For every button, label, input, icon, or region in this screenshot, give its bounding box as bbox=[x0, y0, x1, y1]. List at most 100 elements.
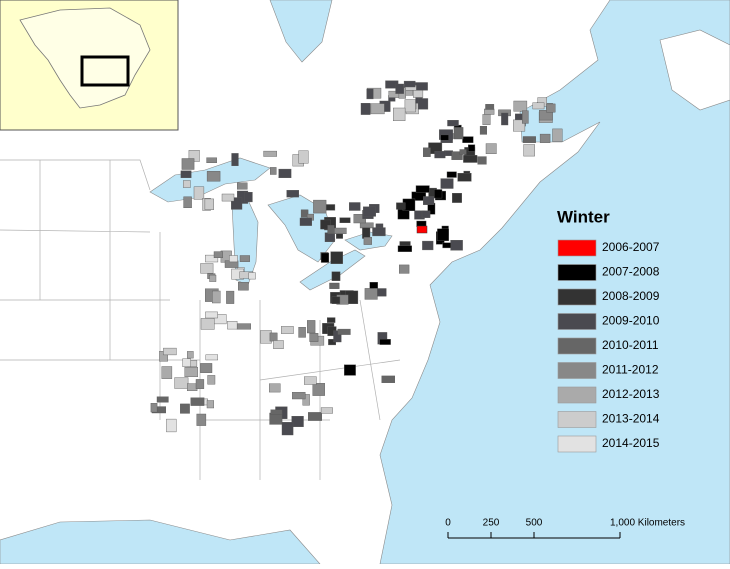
county bbox=[231, 197, 243, 210]
county bbox=[320, 252, 330, 263]
county bbox=[231, 153, 239, 166]
county bbox=[337, 328, 351, 335]
county bbox=[320, 407, 333, 414]
county bbox=[364, 288, 378, 300]
county bbox=[416, 225, 428, 234]
county bbox=[330, 251, 343, 264]
legend-label: 2012-2013 bbox=[602, 387, 660, 401]
county bbox=[161, 366, 173, 379]
lake-erie bbox=[299, 249, 366, 291]
county bbox=[186, 383, 198, 392]
county bbox=[446, 171, 457, 178]
county bbox=[244, 191, 253, 203]
counties bbox=[150, 80, 563, 436]
scale-label: 250 bbox=[483, 518, 500, 529]
county bbox=[327, 224, 335, 234]
legend: 2006-2007 2007-2008 2008-2009 2009-2010 2010… bbox=[557, 239, 660, 453]
legend-title: Winter bbox=[557, 207, 610, 226]
county bbox=[269, 332, 278, 342]
county bbox=[327, 317, 336, 323]
inset bbox=[0, 0, 179, 131]
county bbox=[442, 242, 451, 249]
county bbox=[457, 172, 472, 182]
county bbox=[200, 363, 213, 373]
county bbox=[205, 254, 219, 263]
county bbox=[182, 358, 191, 367]
county bbox=[513, 119, 526, 132]
county bbox=[440, 134, 449, 141]
county bbox=[552, 128, 563, 142]
county bbox=[324, 232, 335, 242]
county bbox=[359, 222, 374, 229]
county bbox=[423, 147, 431, 157]
county bbox=[434, 151, 446, 159]
county bbox=[227, 321, 238, 330]
county bbox=[331, 296, 341, 304]
county bbox=[513, 100, 528, 112]
county bbox=[422, 240, 434, 251]
county bbox=[501, 112, 509, 126]
county bbox=[200, 263, 214, 274]
county bbox=[248, 272, 256, 280]
county bbox=[395, 83, 404, 94]
county bbox=[226, 290, 235, 304]
county bbox=[417, 98, 429, 110]
legend-swatch bbox=[557, 411, 597, 428]
county bbox=[381, 375, 396, 383]
county bbox=[463, 155, 478, 163]
county bbox=[360, 102, 371, 115]
county bbox=[415, 185, 430, 193]
county bbox=[485, 143, 497, 155]
county bbox=[183, 180, 191, 188]
county bbox=[366, 88, 374, 100]
county bbox=[166, 418, 177, 433]
legend-swatch bbox=[557, 288, 597, 306]
legend-swatch bbox=[557, 337, 597, 355]
newfoundland bbox=[659, 29, 730, 111]
county bbox=[207, 375, 216, 385]
county bbox=[273, 340, 284, 350]
gulf-of-mexico bbox=[0, 519, 321, 565]
county bbox=[437, 228, 449, 242]
county bbox=[278, 168, 292, 179]
county bbox=[349, 202, 361, 211]
county bbox=[326, 204, 336, 211]
county bbox=[183, 196, 192, 209]
county bbox=[313, 199, 327, 214]
county bbox=[236, 182, 248, 190]
county bbox=[393, 107, 406, 122]
legend-swatch bbox=[557, 362, 597, 379]
county bbox=[421, 210, 431, 218]
county bbox=[221, 193, 235, 202]
county bbox=[206, 400, 215, 409]
county bbox=[181, 158, 195, 170]
county bbox=[193, 186, 205, 200]
legend-label: 2009-2010 bbox=[602, 314, 660, 328]
county bbox=[333, 330, 342, 343]
county bbox=[298, 327, 306, 338]
county bbox=[292, 392, 306, 400]
county bbox=[206, 171, 221, 182]
county bbox=[415, 82, 428, 91]
county bbox=[184, 367, 198, 378]
county bbox=[363, 206, 376, 217]
county bbox=[206, 157, 217, 163]
county bbox=[281, 422, 294, 436]
county bbox=[453, 127, 464, 140]
county bbox=[434, 189, 443, 199]
county bbox=[270, 409, 283, 415]
county bbox=[482, 114, 491, 125]
county bbox=[209, 274, 217, 282]
county bbox=[239, 255, 250, 262]
county bbox=[309, 333, 319, 342]
legend-swatch bbox=[557, 313, 597, 330]
county bbox=[362, 227, 371, 239]
county bbox=[163, 347, 177, 356]
county bbox=[213, 251, 223, 259]
county bbox=[180, 170, 192, 179]
legend-label: 2006-2007 bbox=[602, 240, 660, 254]
county bbox=[522, 136, 536, 143]
county bbox=[522, 110, 529, 124]
county bbox=[452, 192, 462, 203]
